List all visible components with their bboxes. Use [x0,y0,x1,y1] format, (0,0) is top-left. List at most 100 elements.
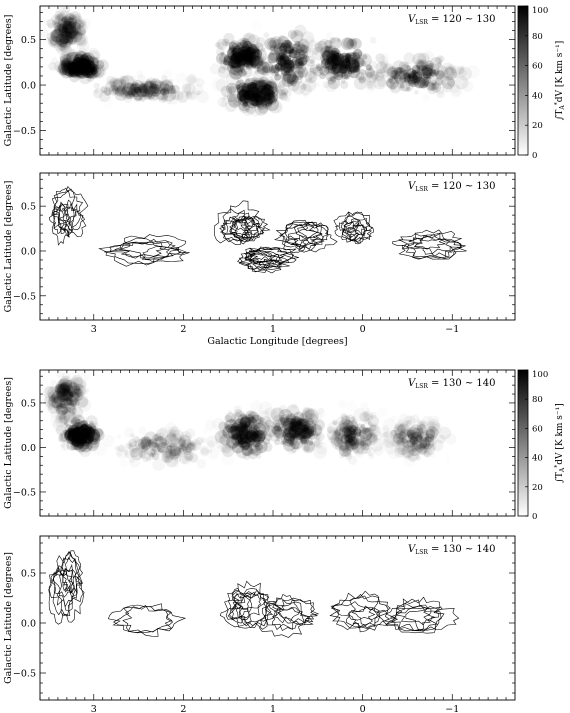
emission-cell [237,60,246,69]
emission-cell [184,83,196,95]
emission-cell [269,36,284,50]
emission-cell [408,442,423,457]
emission-cell [92,70,100,78]
emission-cell [153,444,164,455]
emission-cell [423,450,431,458]
emission-cell [418,60,426,67]
emission-cell [299,427,310,439]
emission-cell [243,60,251,68]
emission-cell [309,67,314,73]
emission-cell [154,435,168,449]
emission-cell [48,62,57,71]
emission-cell [423,94,430,101]
emission-cell [74,426,86,439]
emission-cell [63,60,74,70]
emission-cell [409,436,418,445]
emission-cell [163,80,170,87]
emission-cell [293,70,304,81]
emission-cell [90,64,105,79]
emission-cell [423,448,433,458]
emission-cell [282,48,287,53]
emission-cell [336,54,350,69]
emission-cell [77,433,88,445]
contour-line [333,211,360,233]
emission-cell [411,65,421,74]
emission-cell [216,47,225,57]
emission-cell [147,453,155,461]
colorbar-tick-label: 40 [532,454,543,464]
emission-cell [304,55,316,67]
emission-cell [247,44,258,55]
emission-cell [126,91,131,96]
emission-cell [409,436,418,446]
emission-cell [78,19,87,27]
emission-cell [92,67,102,77]
emission-cell [93,442,107,456]
emission-cell [79,444,92,457]
emission-cell [236,433,248,445]
emission-cell [428,83,437,91]
emission-cell [264,425,277,438]
emission-cell [294,24,307,37]
emission-cell [298,430,307,439]
emission-cell [421,436,435,450]
emission-cell [217,41,224,49]
emission-cell [148,80,153,85]
emission-cell [137,80,148,92]
emission-cell [276,426,283,432]
emission-cell [46,32,56,42]
emission-cell [81,431,94,444]
emission-cell [274,73,282,81]
emission-cell [158,436,164,442]
emission-cell [257,433,263,439]
emission-cell [438,426,452,440]
emission-cell [54,384,64,393]
emission-cell [298,419,306,427]
emission-cell [264,433,273,442]
emission-cell [230,64,235,69]
emission-cell [215,52,228,65]
emission-cell [238,95,246,102]
emission-cell [280,54,285,60]
emission-cell [289,47,301,59]
emission-cell [251,431,257,437]
emission-cell [232,58,243,69]
contour-line [340,211,373,239]
emission-cell [287,47,295,54]
emission-cell [90,72,98,80]
emission-cell [253,48,262,58]
emission-cell [436,434,446,444]
emission-cell [53,396,61,404]
emission-cell [72,15,84,27]
emission-cell [346,38,358,50]
emission-cell [73,426,80,433]
emission-cell [130,92,135,97]
emission-cell [218,65,226,74]
y-tick-label: 0.5 [21,569,36,580]
emission-cell [234,431,248,445]
emission-cell [220,51,225,56]
emission-cell [63,64,74,74]
emission-cell [151,452,160,461]
emission-cell [364,69,378,83]
emission-cell [223,59,231,66]
emission-cell [178,437,186,445]
emission-cell [265,79,277,92]
emission-cell [407,442,421,457]
emission-cell [84,435,89,440]
panel-content [48,550,460,638]
emission-cell [301,425,315,438]
emission-cell [425,429,436,439]
y-tick-label: −0.5 [13,669,36,680]
emission-cell [251,414,262,426]
emission-cell [411,431,423,444]
emission-cell [226,93,236,103]
emission-cell [397,423,411,437]
emission-cell [247,423,252,428]
emission-cell [242,445,254,457]
emission-cell [369,434,378,443]
emission-cell [110,79,125,94]
emission-cell [310,424,322,437]
emission-cell [44,391,57,405]
y-axis-label: Galactic Latitude [degrees] [3,181,14,313]
